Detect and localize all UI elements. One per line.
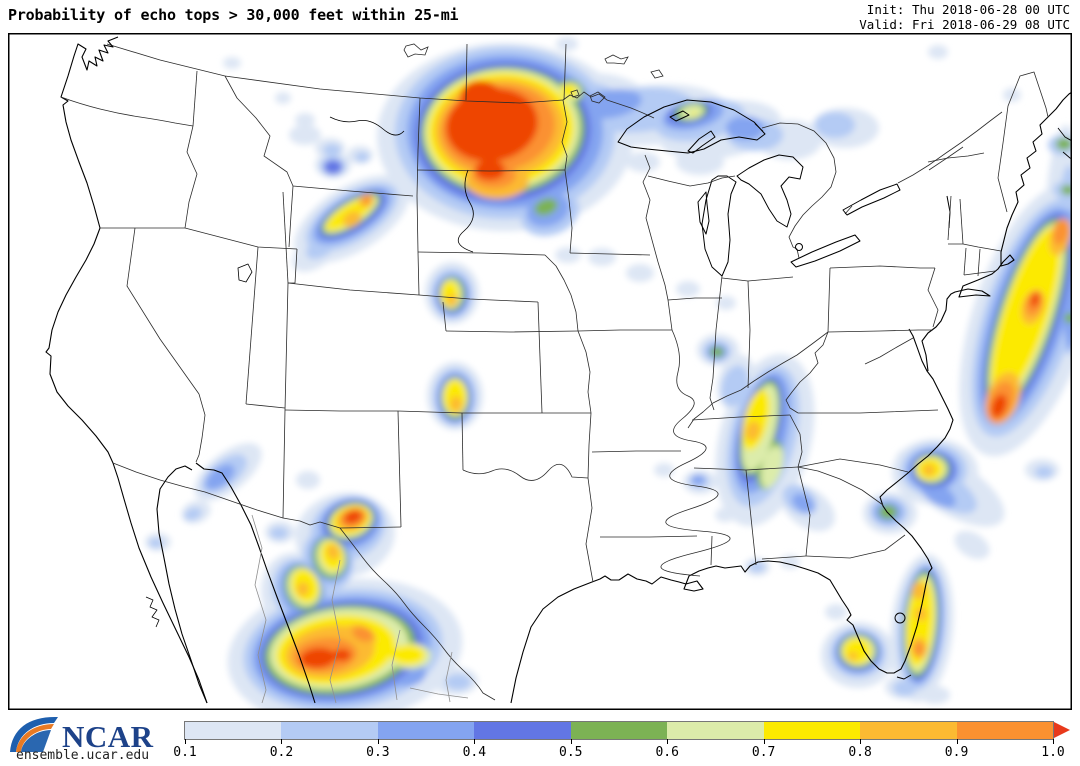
colorbar-arrow <box>1054 722 1070 738</box>
colorbar-tick-label: 0.1 <box>173 745 197 760</box>
mexico-boundaries <box>251 514 469 704</box>
colorbar-tick <box>860 739 862 744</box>
probability-map <box>8 33 1072 710</box>
colorbar-tick <box>1053 739 1054 744</box>
ncar-swoosh-outer <box>10 716 58 752</box>
init-time: Init: Thu 2018-06-28 00 UTC <box>866 2 1070 17</box>
map-frame <box>8 33 1072 710</box>
probability-contour-layer <box>145 37 1071 709</box>
colorbar-tick <box>185 739 186 744</box>
page-title: Probability of echo tops > 30,000 feet w… <box>8 6 459 24</box>
colorbar-tick-label: 0.2 <box>269 745 294 760</box>
colorbar-segment <box>570 722 668 739</box>
colorbar-tick-label: 0.9 <box>944 745 969 760</box>
colorbar <box>184 721 1054 740</box>
colorbar-tick-label: 1.0 <box>1041 745 1065 760</box>
colorbar-tick-label: 0.8 <box>848 745 872 760</box>
colorbar-segment <box>763 722 861 739</box>
colorbar-tick-label: 0.5 <box>559 745 583 760</box>
colorbar-tick <box>763 739 765 744</box>
colorbar-tick <box>667 739 669 744</box>
ncar-swoosh-main <box>21 730 51 752</box>
colorbar-segment <box>860 722 957 739</box>
site-url-text: ensemble.ucar.edu <box>16 748 150 763</box>
great-lakes <box>237 99 951 624</box>
colorbar-tick-label: 0.7 <box>751 745 776 760</box>
colorbar-tick <box>956 739 958 744</box>
colorbar-tick-label: 0.3 <box>366 745 390 760</box>
state-boundaries <box>60 70 1049 701</box>
colorbar-tick <box>474 739 476 744</box>
colorbar-tick <box>281 739 283 744</box>
colorbar-segment <box>474 722 571 739</box>
colorbar-tick-label: 0.6 <box>655 745 679 760</box>
coastlines <box>45 36 1071 704</box>
canada-boundaries <box>106 43 1003 259</box>
ncar-swoosh-orange <box>16 724 54 752</box>
colorbar-segment <box>956 722 1053 739</box>
ncar-wordmark: NCAR <box>62 719 154 754</box>
colorbar-segment <box>281 722 378 739</box>
valid-time: Valid: Fri 2018-06-29 08 UTC <box>859 17 1070 32</box>
colorbar-tick <box>570 739 572 744</box>
rivers <box>329 116 474 253</box>
ncar-logo: NCAR <box>10 716 154 754</box>
colorbar-tick <box>377 739 379 744</box>
run-time-info: Init: Thu 2018-06-28 00 UTC Valid: Fri 2… <box>859 2 1070 32</box>
colorbar-tick-label: 0.4 <box>462 745 487 760</box>
colorbar-segment <box>185 722 282 739</box>
colorbar-segment <box>377 722 475 739</box>
colorbar-segment <box>667 722 764 739</box>
